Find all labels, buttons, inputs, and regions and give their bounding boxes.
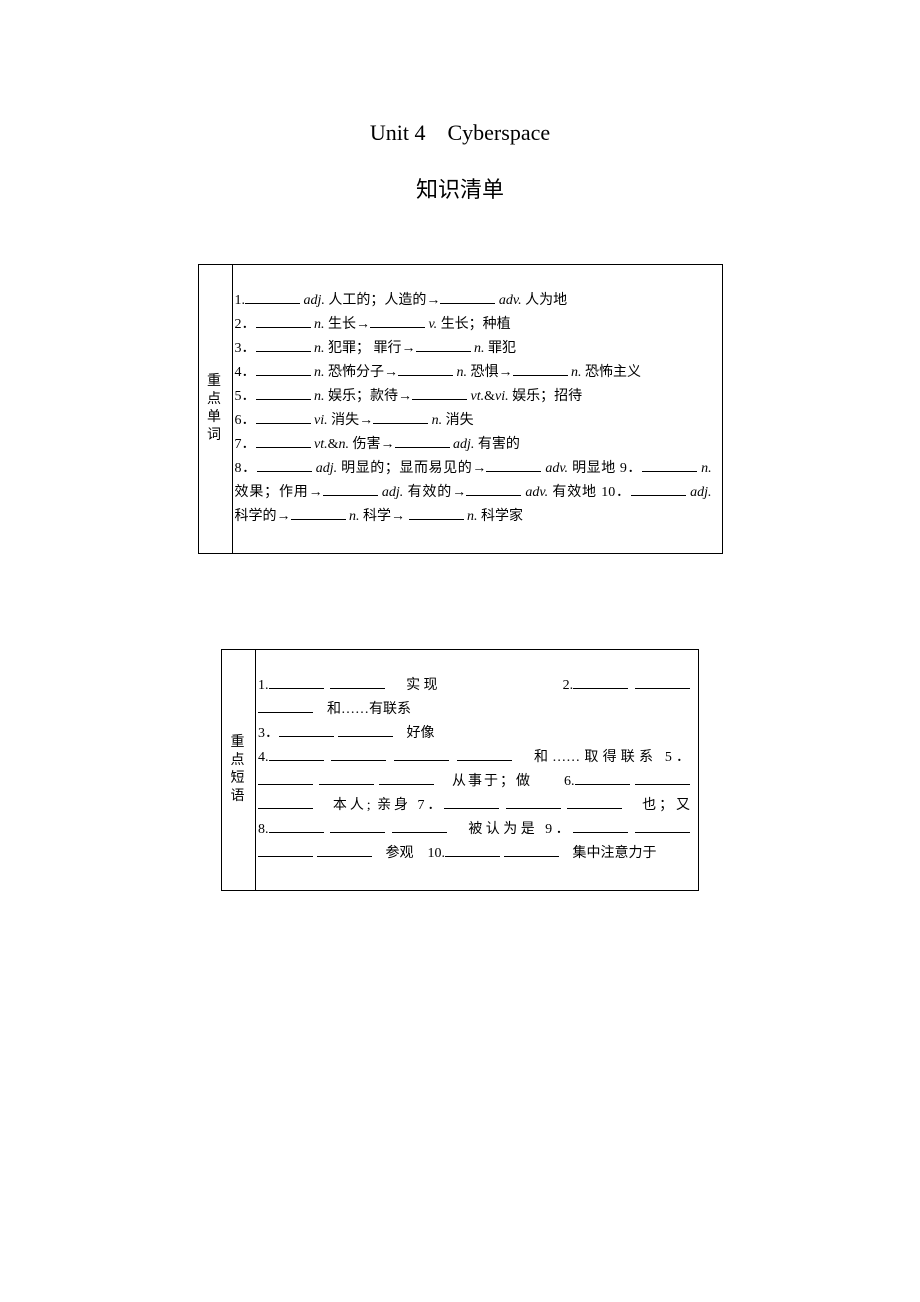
section-label-words: 重点单词 [198, 265, 232, 554]
vocabulary-content: 1. adj. 人工的；人造的→ adv. 人为地2． n. 生长→ v. 生长… [232, 265, 722, 554]
phrases-table: 重点短语 1. 实现 2. 和……有联系3． 好像4. 和……取得联系 5． 从… [221, 649, 699, 891]
section-label-phrases: 重点短语 [222, 650, 256, 891]
unit-title: Unit 4 Cyberspace [130, 115, 790, 147]
vocabulary-table: 重点单词 1. adj. 人工的；人造的→ adv. 人为地2． n. 生长→ … [198, 264, 723, 554]
phrases-content: 1. 实现 2. 和……有联系3． 好像4. 和……取得联系 5． 从事于；做 … [256, 650, 699, 891]
subtitle: 知识清单 [130, 172, 790, 204]
